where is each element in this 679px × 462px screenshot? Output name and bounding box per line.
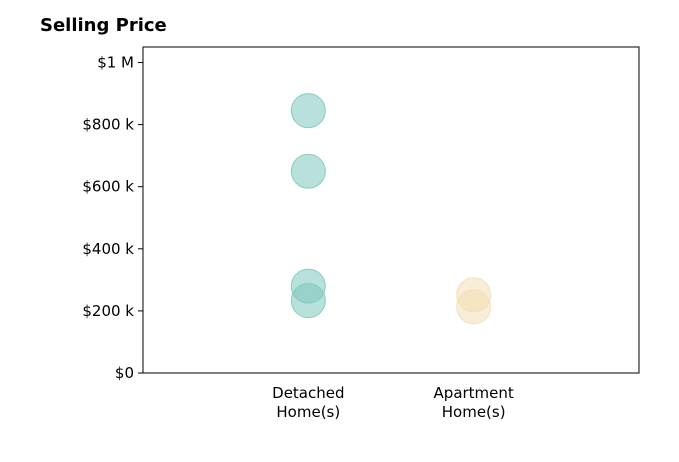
x-tick-label-line: Apartment <box>434 384 514 402</box>
data-point <box>290 153 326 189</box>
data-point <box>456 289 492 325</box>
y-tick-label: $0 <box>115 364 134 382</box>
data-point <box>290 283 326 319</box>
y-tick-label: $200 k <box>82 302 134 320</box>
x-tick-label-line: Detached <box>272 384 344 402</box>
x-tick-label: Apartment Home(s) <box>434 384 514 421</box>
plot-frame <box>142 46 640 374</box>
y-tick-label: $1 M <box>97 54 134 72</box>
x-tick-label-line: Home(s) <box>442 403 506 421</box>
x-tick-label-line: Home(s) <box>276 403 340 421</box>
x-tick-label: Detached Home(s) <box>272 384 344 421</box>
y-tick-label: $600 k <box>82 178 134 196</box>
x-axis: Detached Home(s)Apartment Home(s) <box>272 384 514 421</box>
data-points <box>290 93 492 325</box>
data-point <box>290 93 326 129</box>
y-tick-label: $400 k <box>82 240 134 258</box>
y-tick-label: $800 k <box>82 116 134 134</box>
chart-title: Selling Price <box>40 15 167 36</box>
y-axis: $0 $200 k $400 k $600 k $800 k $1 M <box>82 54 143 382</box>
